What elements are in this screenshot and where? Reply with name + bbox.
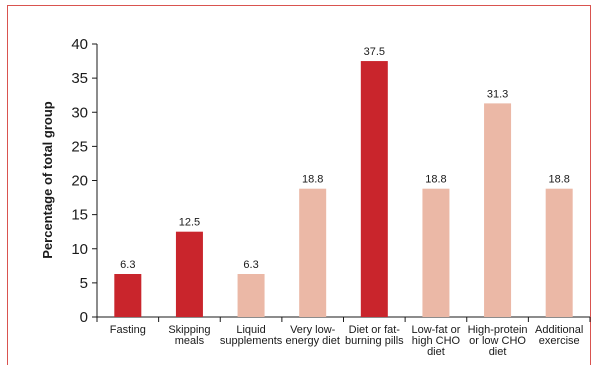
- x-tick-label-line: Diet or fat-: [349, 324, 401, 336]
- data-label: 6.3: [120, 259, 135, 271]
- y-tick-label: 40: [71, 36, 88, 53]
- bar: [237, 274, 265, 317]
- x-tick-label-line: Very low-: [290, 324, 336, 336]
- x-tick-label-line: Low-fat or: [411, 324, 460, 336]
- data-label: 18.8: [425, 174, 446, 186]
- x-tick-label: High-protein or low CHO diet: [468, 324, 528, 358]
- y-tick-label: 15: [71, 207, 88, 224]
- x-tick-label: Diet or fat-burning pills: [345, 324, 404, 347]
- x-tick-label: Low-fat or high CHO diet: [411, 324, 460, 358]
- y-axis-title: Percentage of total group: [40, 101, 55, 259]
- x-tick-label-line: Fasting: [110, 324, 146, 336]
- x-tick-label: Liquid supplements: [220, 324, 283, 347]
- x-tick-label-line: Additional: [535, 324, 583, 336]
- x-tick-label: Very low-energy diet: [285, 324, 339, 347]
- x-tick-label-line: High-protein: [468, 324, 528, 336]
- y-tick-label: 30: [71, 104, 88, 121]
- data-label: 37.5: [364, 46, 385, 58]
- y-tick-label: 10: [71, 241, 88, 258]
- x-tick-label: Fasting: [110, 324, 146, 336]
- data-label: 12.5: [179, 217, 200, 229]
- y-tick-label: 20: [71, 173, 88, 190]
- x-tick-label-line: supplements: [220, 335, 283, 347]
- data-label: 18.8: [302, 174, 323, 186]
- x-tick-label-line: diet: [489, 346, 507, 358]
- y-tick-label: 25: [71, 138, 88, 155]
- chart-frame: [7, 5, 591, 365]
- bar: [422, 188, 450, 317]
- x-tick-label-line: high CHO: [412, 335, 461, 347]
- bar: [114, 274, 142, 317]
- x-tick-label-line: meals: [175, 335, 205, 347]
- x-tick-label-line: Skipping: [168, 324, 210, 336]
- x-tick-label-line: or low CHO: [469, 335, 526, 347]
- x-tick-label-line: diet: [427, 346, 445, 358]
- data-label: 6.3: [243, 259, 258, 271]
- x-tick-label-line: energy diet: [285, 335, 339, 347]
- x-tick-label: Skipping meals: [168, 324, 210, 347]
- y-tick-label: 5: [80, 275, 88, 292]
- data-label: 31.3: [487, 88, 508, 100]
- bar: [545, 188, 573, 317]
- x-tick-label: Additional exercise: [535, 324, 583, 347]
- data-label: 18.8: [548, 174, 569, 186]
- y-tick-label: 35: [71, 70, 88, 87]
- labels: 6.3 Fasting 12.5 Skipping meals 6.3 Liquid supp…: [110, 46, 584, 358]
- y-tick-label: 0: [80, 309, 88, 326]
- bar: [484, 103, 512, 317]
- bar: [175, 231, 203, 317]
- bar: [299, 188, 327, 317]
- x-tick-label-line: exercise: [539, 335, 580, 347]
- x-tick-label-line: burning pills: [345, 335, 404, 347]
- bar: [360, 61, 388, 317]
- x-tick-label-line: Liquid: [236, 324, 265, 336]
- bars: [114, 61, 573, 317]
- axes: 0 5 10 15 20 25 30 35 40: [71, 36, 591, 326]
